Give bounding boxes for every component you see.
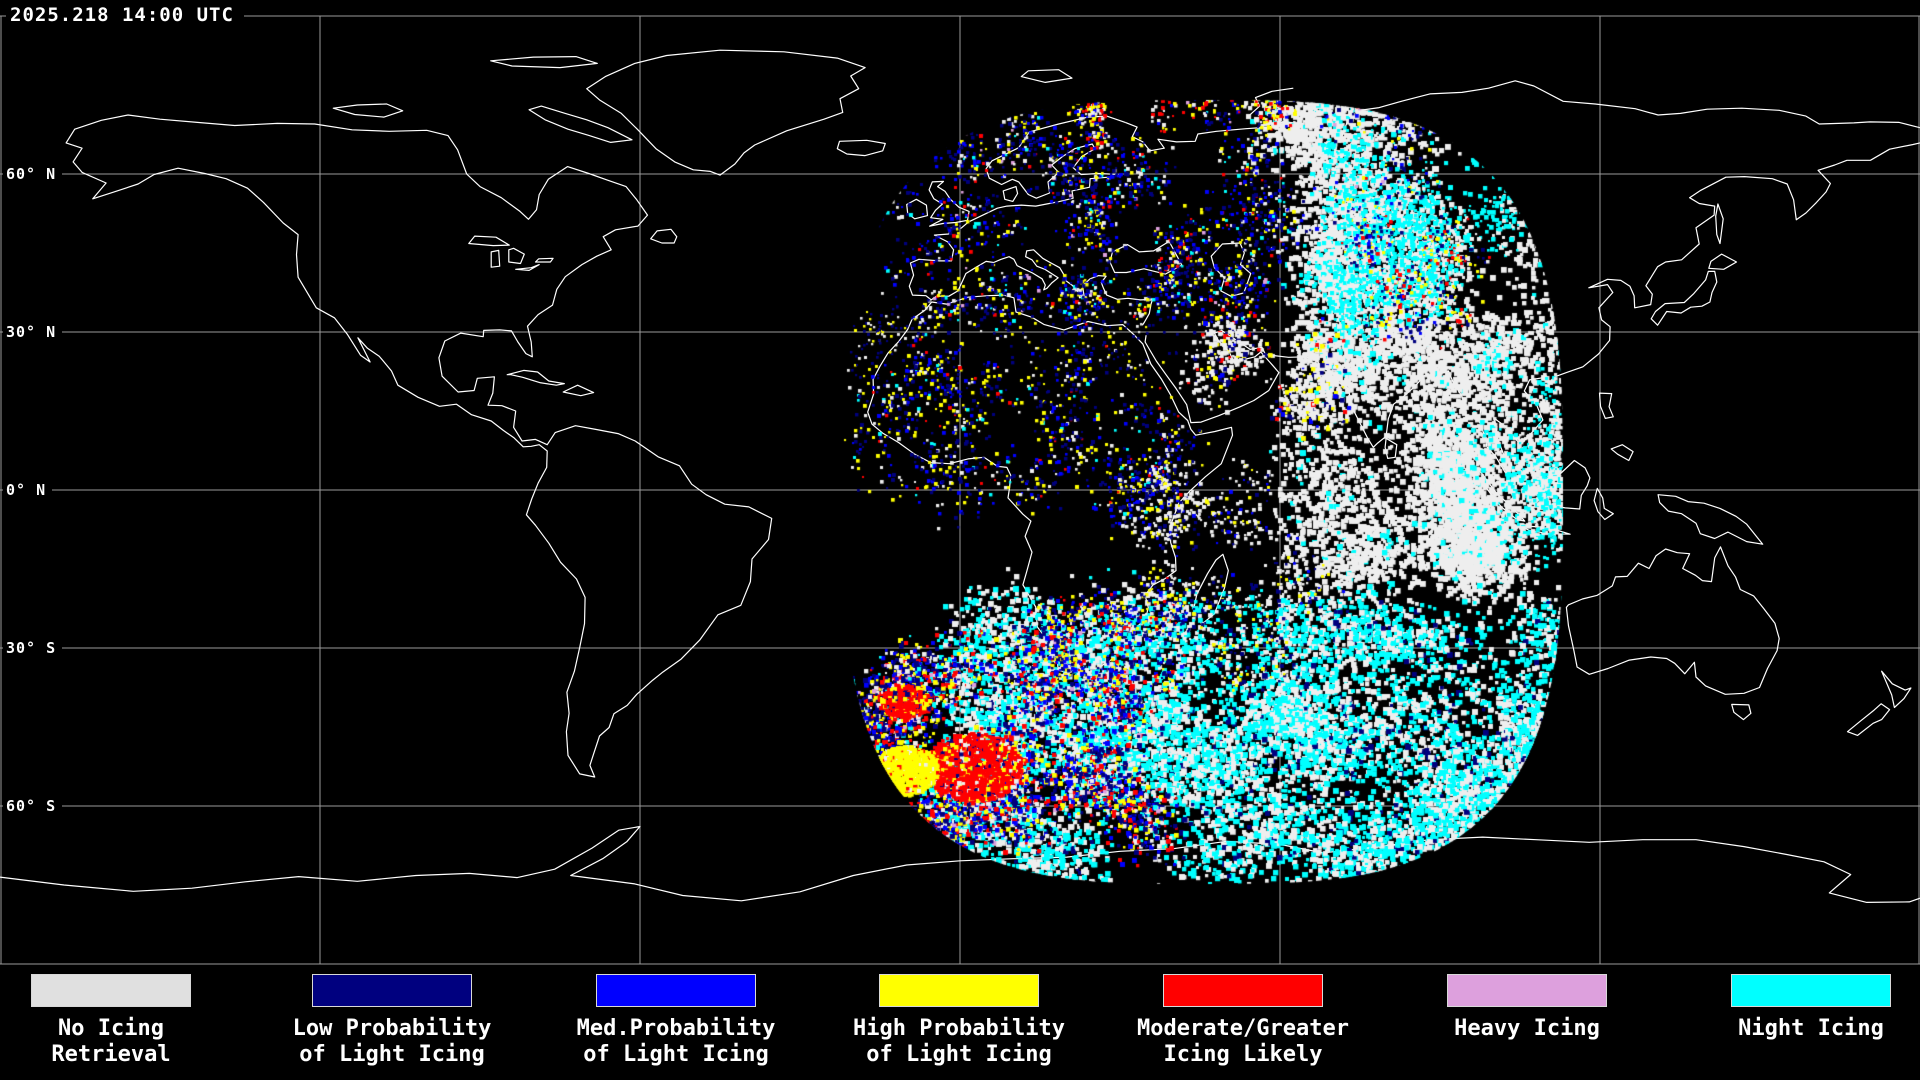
- lat-label-60s: 60° S: [3, 796, 63, 816]
- lat-label-0n: 0° N: [3, 480, 53, 500]
- lat-label-60n: 60° N: [3, 163, 63, 184]
- timestamp: 2025.218 14:00 UTC: [6, 1, 244, 30]
- lat-label-30n: 30° N: [3, 321, 63, 342]
- lat-label-30s: 30° S: [3, 638, 63, 658]
